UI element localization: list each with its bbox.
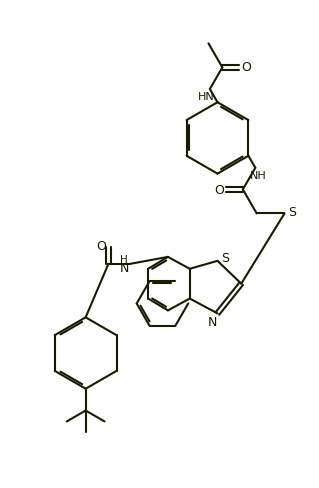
Text: O: O xyxy=(97,240,107,253)
Text: H: H xyxy=(121,254,128,264)
Text: O: O xyxy=(214,183,224,197)
Text: S: S xyxy=(221,252,229,265)
Text: NH: NH xyxy=(250,170,267,181)
Text: HN: HN xyxy=(197,92,214,102)
Text: S: S xyxy=(288,205,296,219)
Text: N: N xyxy=(120,262,129,275)
Text: N: N xyxy=(208,315,217,328)
Text: O: O xyxy=(241,61,251,74)
